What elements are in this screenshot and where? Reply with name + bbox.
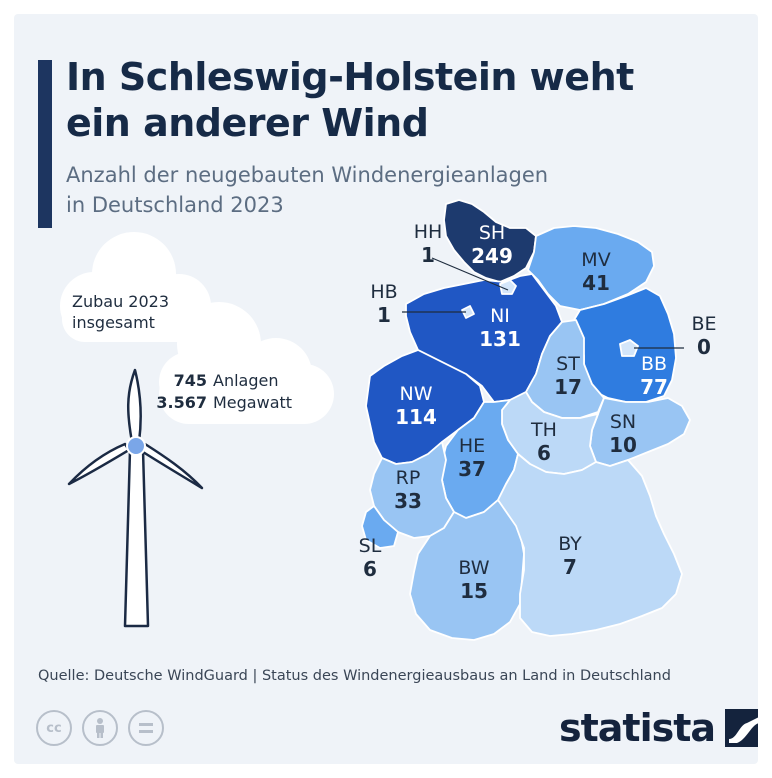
page-subtitle: Anzahl der neugebauten Windenergieanlage… [66, 160, 548, 220]
label-sn-value: 10 [609, 433, 637, 457]
label-sh-name: SH [479, 222, 505, 244]
equal-icon[interactable] [128, 710, 164, 746]
person-icon[interactable] [82, 710, 118, 746]
label-be-name: BE [691, 313, 716, 335]
label-he-value: 37 [458, 457, 486, 481]
label-sh-value: 249 [471, 244, 513, 268]
label-sl-value: 6 [363, 557, 377, 581]
label-sn-name: SN [610, 411, 636, 433]
wind-turbine-icon [67, 368, 204, 628]
label-by-name: BY [558, 533, 582, 555]
statista-logo[interactable]: statista [559, 706, 758, 750]
license-icons: cc [36, 710, 164, 746]
megawatt-value: 3.567 [156, 393, 207, 412]
equal-glyph [139, 723, 153, 733]
region-by [497, 453, 683, 637]
label-rp-value: 33 [394, 489, 422, 513]
svg-text:745: 745 [174, 371, 207, 390]
label-hb-value: 1 [377, 303, 391, 327]
label-sl-name: SL [359, 535, 382, 557]
anlagen-value: 745 [174, 371, 207, 390]
label-mv-name: MV [581, 249, 610, 271]
accent-bar [38, 60, 52, 228]
label-nw-name: NW [400, 383, 433, 405]
map-labels: HH 1 SH 249 MV 41 HB 1 NI 131 BE 0 BB 77… [359, 221, 717, 603]
title-line-2: ein anderer Wind [66, 101, 429, 145]
label-bw-name: BW [458, 557, 489, 579]
label-nw-value: 114 [395, 405, 437, 429]
title-line-1: In Schleswig-Holstein weht [66, 55, 634, 99]
person-glyph [96, 718, 104, 738]
region-sh [443, 199, 537, 283]
label-he-name: HE [459, 435, 485, 457]
label-bw-value: 15 [460, 579, 488, 603]
subtitle-line-2: in Deutschland 2023 [66, 193, 284, 217]
region-be [619, 339, 639, 357]
label-hh-name: HH [414, 221, 443, 243]
label-ni-name: NI [490, 305, 510, 327]
region-sn [589, 397, 691, 467]
region-hh [499, 279, 517, 295]
statista-mark-icon [725, 709, 758, 747]
label-be-value: 0 [697, 335, 711, 359]
svg-text:3.567: 3.567 [156, 393, 207, 412]
label-hh-value: 1 [421, 243, 435, 267]
cc-icon[interactable]: cc [36, 710, 72, 746]
summary-label-line-1: Zubau 2023 [72, 292, 169, 311]
label-bb-value: 77 [640, 375, 668, 399]
region-st [525, 319, 605, 419]
brand-wordmark: statista [559, 706, 716, 750]
subtitle-line-1: Anzahl der neugebauten Windenergieanlage… [66, 163, 549, 187]
page-title: In Schleswig-Holstein weht ein anderer W… [66, 54, 634, 146]
label-hb-name: HB [370, 281, 397, 303]
region-sl [361, 505, 399, 549]
megawatt-unit: Megawatt [213, 393, 292, 412]
label-ni-value: 131 [479, 327, 521, 351]
map-artwork: Zubau 2023 insgesamt 745 Anlagen 3.567 M… [60, 199, 717, 641]
label-th-value: 6 [537, 441, 551, 465]
summary-label-line-2: insgesamt [72, 313, 155, 332]
label-st-name: ST [556, 353, 580, 375]
label-th-name: TH [530, 419, 557, 441]
source-note: Quelle: Deutsche WindGuard | Status des … [38, 668, 671, 684]
cloud-icon [60, 232, 334, 424]
leader-lines [402, 257, 684, 349]
anlagen-unit: Anlagen [213, 371, 278, 390]
label-mv-value: 41 [582, 271, 610, 295]
infographic-card: In Schleswig-Holstein weht ein anderer W… [14, 14, 758, 764]
region-hb [461, 305, 475, 319]
label-st-value: 17 [554, 375, 582, 399]
label-rp-name: RP [396, 467, 421, 489]
label-bb-name: BB [641, 353, 667, 375]
label-by-value: 7 [563, 555, 577, 579]
